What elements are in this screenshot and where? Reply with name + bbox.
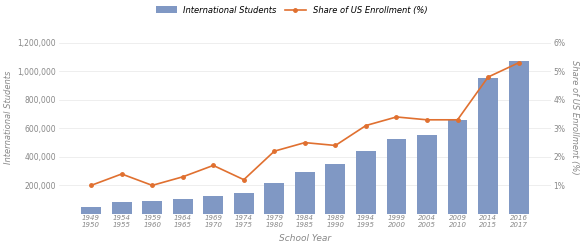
Bar <box>295 172 315 214</box>
Share of US Enrollment (%) <box>454 118 461 121</box>
Line: Share of US Enrollment (%): Share of US Enrollment (%) <box>89 61 521 187</box>
Share of US Enrollment (%) <box>393 116 400 119</box>
Share of US Enrollment (%) <box>363 124 370 127</box>
Share of US Enrollment (%) <box>118 172 125 175</box>
Share of US Enrollment (%) <box>484 76 491 79</box>
Bar <box>173 199 192 214</box>
Bar <box>203 196 223 214</box>
Bar <box>234 193 254 214</box>
Bar <box>448 120 468 214</box>
Bar <box>387 139 406 214</box>
Share of US Enrollment (%) <box>515 61 522 64</box>
Bar <box>112 203 132 214</box>
Share of US Enrollment (%) <box>332 144 339 147</box>
Share of US Enrollment (%) <box>423 118 430 121</box>
Y-axis label: Share of US Enrollment (%): Share of US Enrollment (%) <box>570 60 579 175</box>
Bar <box>509 61 529 214</box>
Share of US Enrollment (%) <box>210 164 217 167</box>
Share of US Enrollment (%) <box>301 141 308 144</box>
Share of US Enrollment (%) <box>179 175 186 178</box>
Share of US Enrollment (%) <box>87 184 94 187</box>
X-axis label: School Year: School Year <box>279 234 331 243</box>
Bar <box>81 207 101 214</box>
Share of US Enrollment (%) <box>271 150 278 153</box>
Share of US Enrollment (%) <box>149 184 156 187</box>
Bar <box>142 201 162 214</box>
Bar <box>265 183 285 214</box>
Bar <box>325 164 345 214</box>
Bar <box>478 79 498 214</box>
Y-axis label: International Students: International Students <box>4 71 13 164</box>
Bar <box>417 136 437 214</box>
Legend: International Students, Share of US Enrollment (%): International Students, Share of US Enro… <box>154 4 429 17</box>
Share of US Enrollment (%) <box>240 178 247 181</box>
Bar <box>356 151 376 214</box>
